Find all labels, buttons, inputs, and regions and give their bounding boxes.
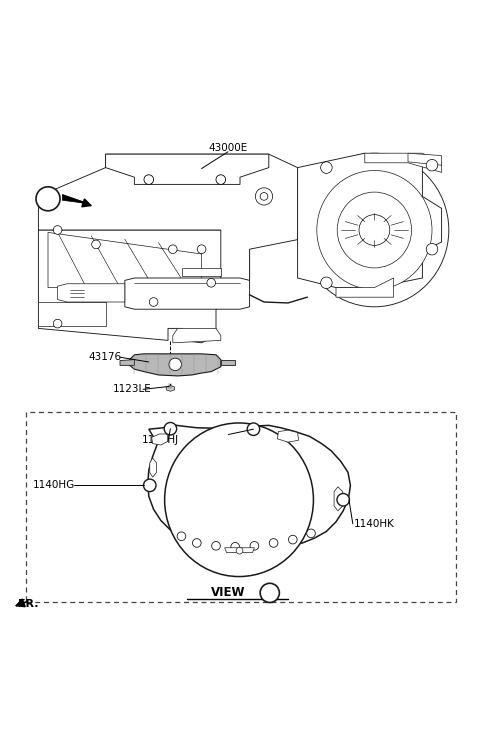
Circle shape: [53, 319, 62, 328]
Text: 43000E: 43000E: [208, 144, 248, 153]
Polygon shape: [58, 283, 125, 302]
Polygon shape: [225, 548, 254, 553]
Polygon shape: [148, 424, 350, 548]
Circle shape: [260, 583, 279, 602]
Circle shape: [231, 542, 240, 551]
Polygon shape: [120, 360, 134, 365]
Circle shape: [321, 277, 332, 289]
Circle shape: [169, 358, 181, 371]
Circle shape: [426, 243, 438, 255]
Circle shape: [168, 245, 177, 254]
Circle shape: [92, 240, 100, 249]
Text: 1123LE: 1123LE: [113, 384, 152, 394]
Ellipse shape: [300, 153, 449, 307]
Polygon shape: [221, 360, 235, 365]
Text: FR.: FR.: [18, 599, 39, 610]
Text: 43176: 43176: [89, 352, 122, 362]
Circle shape: [269, 539, 278, 548]
Text: A: A: [43, 192, 53, 205]
Circle shape: [321, 162, 332, 174]
Text: A: A: [265, 588, 274, 598]
Circle shape: [260, 192, 268, 200]
Circle shape: [192, 539, 201, 548]
Circle shape: [247, 423, 260, 435]
Polygon shape: [336, 278, 394, 297]
Ellipse shape: [337, 192, 412, 268]
Polygon shape: [166, 385, 175, 391]
Text: WW: WW: [163, 292, 178, 301]
Circle shape: [359, 215, 390, 245]
Text: 1140HJ: 1140HJ: [142, 435, 179, 445]
Polygon shape: [334, 487, 343, 511]
Polygon shape: [365, 153, 442, 172]
Circle shape: [236, 548, 243, 554]
Ellipse shape: [317, 171, 432, 289]
Text: VIEW: VIEW: [211, 586, 246, 599]
Circle shape: [207, 278, 216, 287]
Polygon shape: [152, 434, 168, 445]
Circle shape: [250, 542, 259, 551]
Circle shape: [144, 479, 156, 491]
Polygon shape: [62, 194, 90, 206]
Ellipse shape: [165, 423, 313, 577]
Polygon shape: [298, 153, 442, 287]
Text: 1140HK: 1140HK: [354, 519, 395, 529]
Circle shape: [149, 298, 158, 307]
Circle shape: [255, 188, 273, 205]
Polygon shape: [38, 230, 250, 343]
Polygon shape: [38, 154, 298, 287]
Circle shape: [197, 245, 206, 254]
Polygon shape: [408, 153, 442, 165]
Circle shape: [288, 536, 297, 544]
Polygon shape: [48, 233, 202, 287]
Polygon shape: [150, 458, 156, 477]
Text: 1140HJ: 1140HJ: [228, 428, 265, 438]
Circle shape: [426, 159, 438, 171]
FancyBboxPatch shape: [26, 412, 456, 602]
Circle shape: [337, 494, 349, 506]
Circle shape: [212, 542, 220, 551]
Polygon shape: [173, 328, 221, 343]
Polygon shape: [182, 269, 221, 275]
Circle shape: [144, 175, 154, 185]
Circle shape: [164, 423, 177, 435]
Polygon shape: [38, 302, 106, 326]
Circle shape: [307, 529, 315, 538]
Text: 1140HG: 1140HG: [33, 480, 75, 491]
Polygon shape: [106, 154, 269, 185]
Circle shape: [216, 175, 226, 185]
Circle shape: [53, 226, 62, 234]
Polygon shape: [125, 278, 250, 309]
Polygon shape: [277, 430, 299, 442]
Circle shape: [177, 532, 186, 541]
Polygon shape: [130, 354, 221, 376]
Circle shape: [36, 187, 60, 211]
